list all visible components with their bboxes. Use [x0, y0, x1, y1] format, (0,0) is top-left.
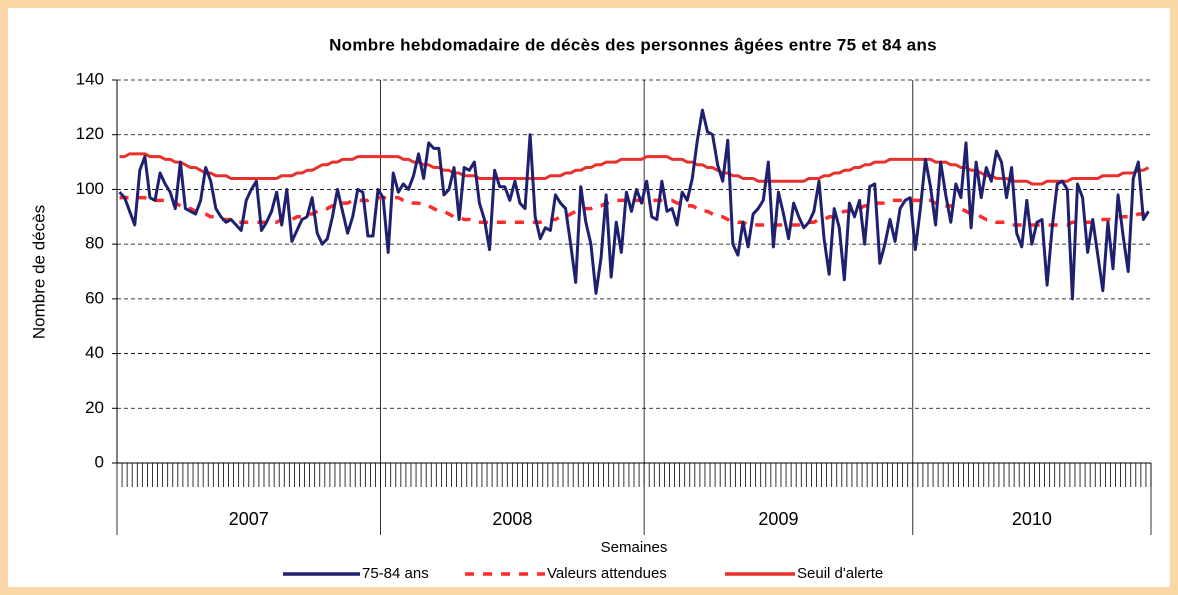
x-group-label: 2008	[492, 509, 532, 529]
x-group-label: 2010	[1012, 509, 1052, 529]
y-tick-label: 20	[85, 398, 104, 417]
y-tick-label: 120	[76, 124, 104, 143]
y-tick-label: 0	[95, 452, 104, 471]
series-line	[118, 108, 1150, 301]
y-tick-label: 40	[85, 343, 104, 362]
legend-label: Seuil d'alerte	[797, 565, 883, 582]
y-tick-label: 100	[76, 179, 104, 198]
x-group-label: 2009	[758, 509, 798, 529]
x-axis-label: Semaines	[601, 539, 668, 556]
chart-background	[8, 8, 1170, 587]
x-group-label: 2007	[229, 509, 269, 529]
y-tick-label: 140	[76, 69, 104, 88]
legend-label: Valeurs attendues	[547, 565, 667, 582]
y-axis-label: Nombre de décès	[29, 205, 48, 339]
legend-label: 75-84 ans	[362, 565, 429, 582]
y-tick-label: 80	[85, 234, 104, 253]
chart-title: Nombre hebdomadaire de décès des personn…	[329, 35, 937, 54]
y-tick-label: 60	[85, 288, 104, 307]
